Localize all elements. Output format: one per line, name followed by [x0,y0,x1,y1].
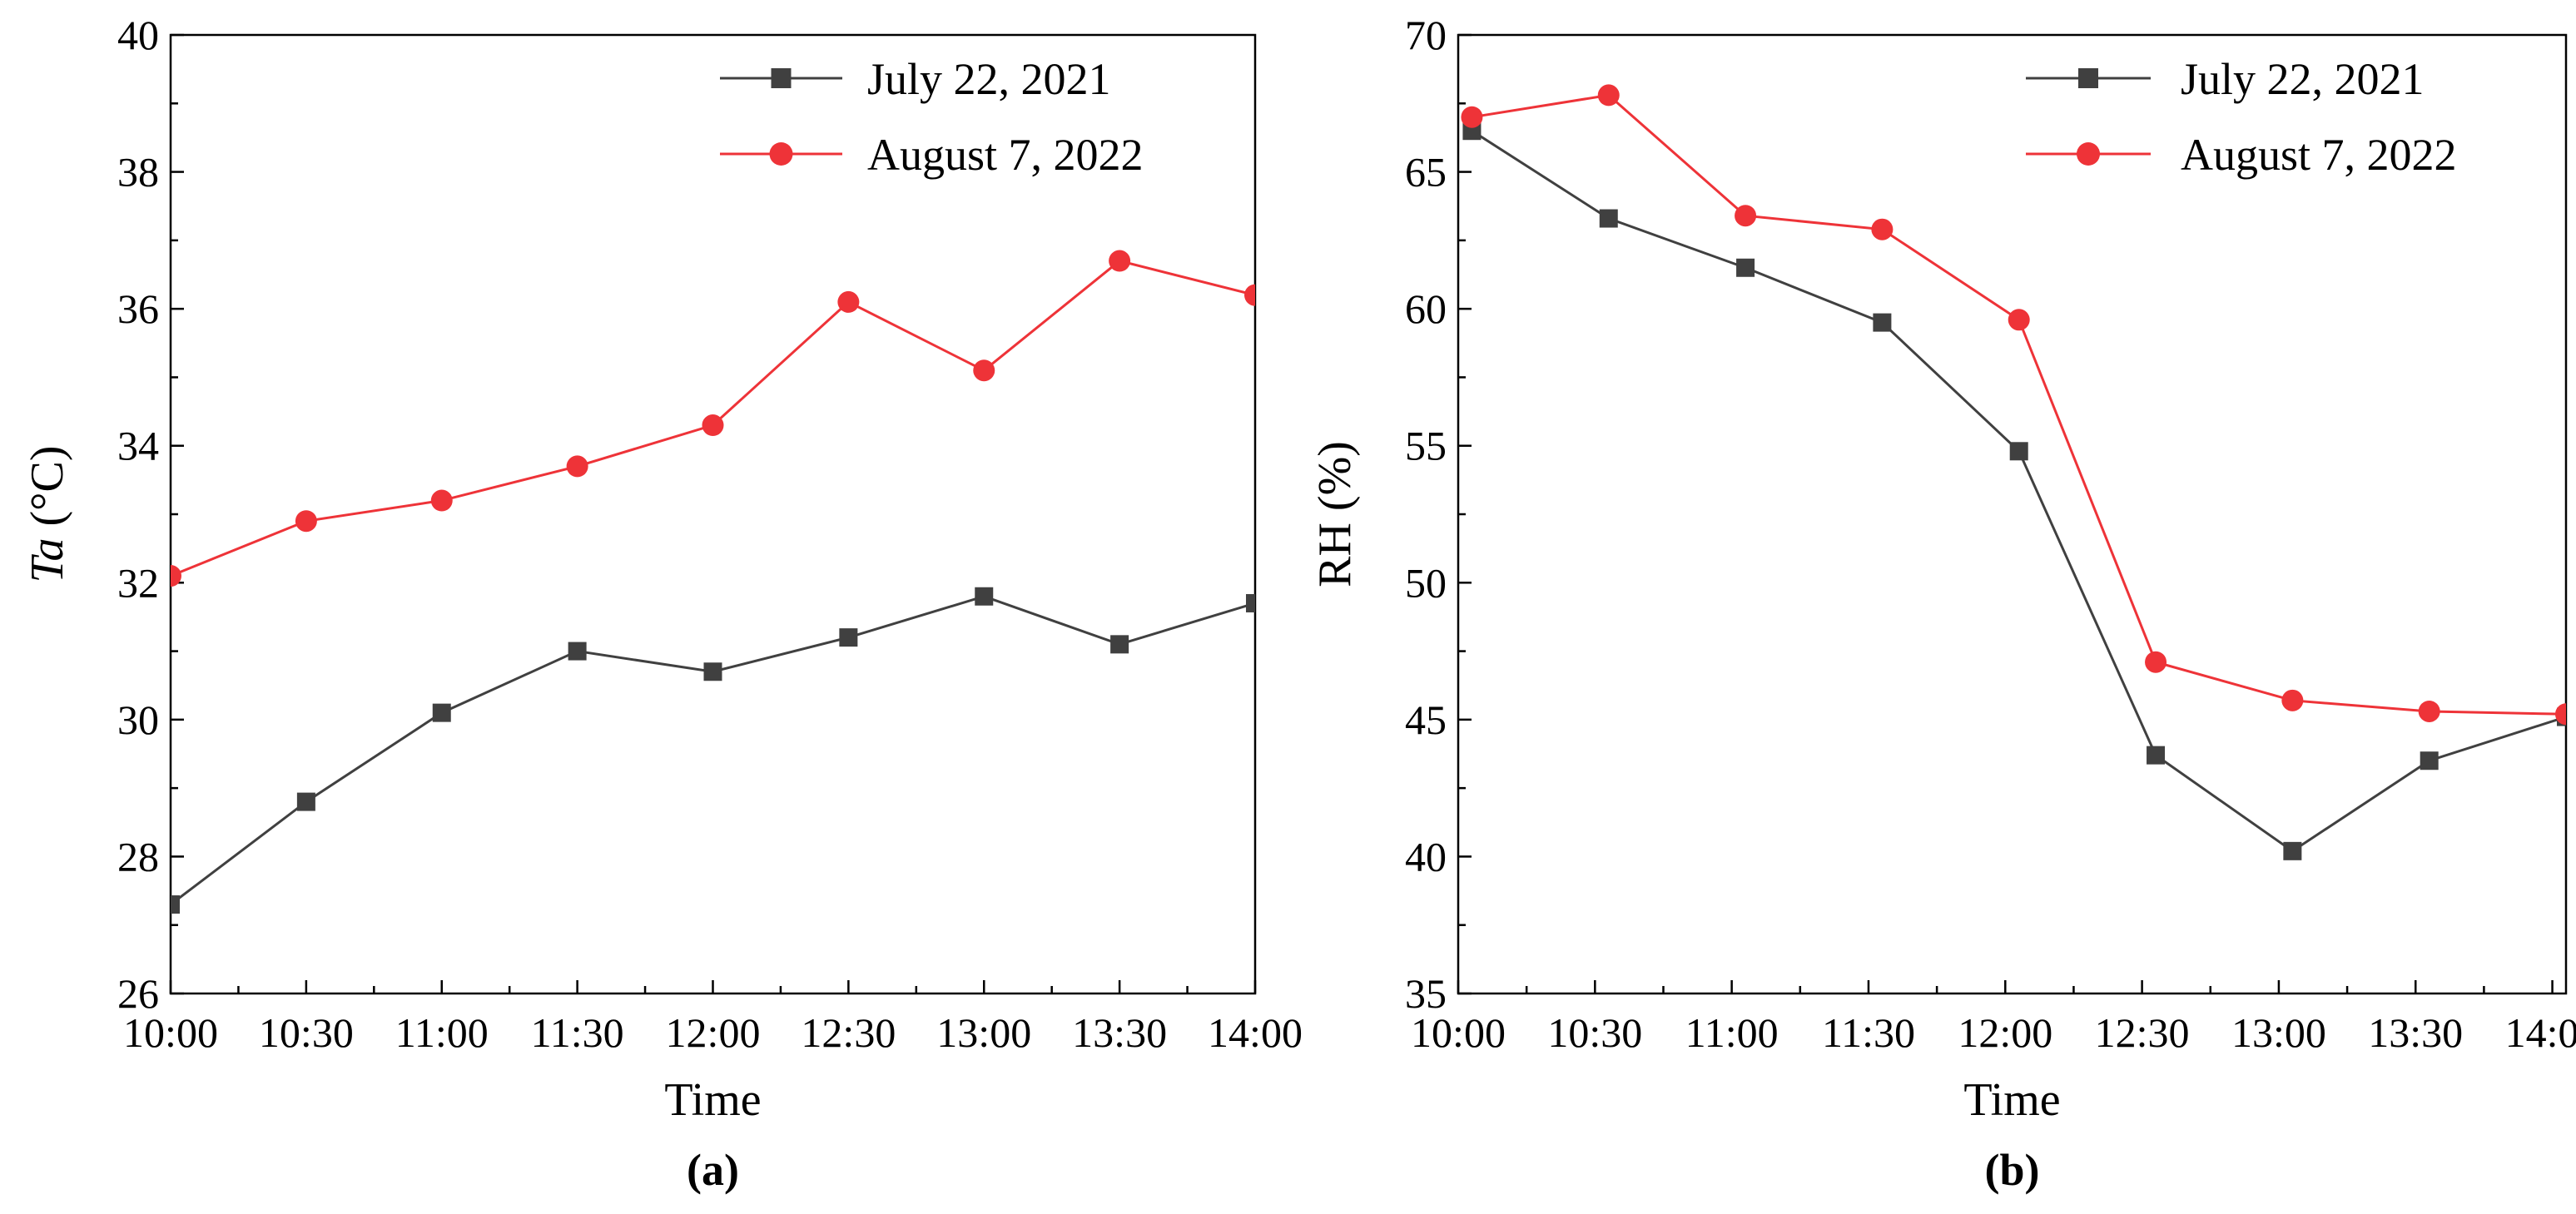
x-tick-label: 11:30 [531,1009,624,1056]
legend-marker-july-2021 [771,68,792,88]
y-axis-title: RH (%) [1309,441,1361,587]
panel-label: (a) [687,1145,739,1195]
legend: July 22, 2021 August 7, 2022 [720,54,1144,180]
y-tick-label: 36 [117,285,159,332]
data-point-august-2022 [1597,84,1620,107]
x-axis-title: Time [664,1074,761,1126]
x-tick-label: 11:00 [395,1009,489,1056]
data-point-july-2021 [2283,841,2302,860]
data-point-august-2022 [430,489,453,512]
data-point-july-2021 [1736,258,1755,277]
data-point-july-2021 [568,642,587,661]
legend-label-august-2022: August 7, 2022 [2181,130,2457,180]
y-axis-title: Ta (°C) [22,445,73,582]
x-tick-label: 13:30 [2368,1009,2463,1056]
data-point-july-2021 [2009,442,2028,461]
data-point-august-2022 [837,290,860,313]
x-tick-label: 11:00 [1685,1009,1779,1056]
data-point-july-2021 [171,895,180,914]
data-point-august-2022 [566,455,588,478]
data-layer [1461,84,2566,860]
legend-label-august-2022: August 7, 2022 [867,130,1144,180]
legend: July 22, 2021 August 7, 2022 [2026,54,2457,180]
y-tick-label: 65 [1405,149,1447,196]
y-axis-title-symbol: Ta [22,538,73,583]
data-point-august-2022 [973,359,995,382]
chart-panel-b: 35 40 45 50 55 60 65 70 10:00 10:30 11:00 11:30 12:0… [1309,12,2576,1195]
y-tick-label: 40 [1405,833,1447,880]
data-point-august-2022 [2008,309,2030,331]
x-tick-label: 10:00 [123,1009,218,1056]
chart-panel-a: 26 28 30 32 34 36 38 40 10:00 10:30 11:00 11:30 12:0… [22,12,1303,1195]
x-tick-label: 12:30 [801,1009,896,1056]
x-axis-title: Time [1963,1074,2060,1126]
x-tick-label: 13:00 [936,1009,1031,1056]
x-tick-label: 10:00 [1411,1009,1506,1056]
legend-marker-july-2021 [2078,68,2098,88]
y-tick-label: 50 [1405,559,1447,606]
data-point-august-2022 [171,565,181,587]
series-line-august-2022 [1472,93,2566,716]
x-tick-label: 12:30 [2095,1009,2190,1056]
data-point-august-2022 [2418,700,2440,722]
data-point-july-2021 [1873,313,1892,332]
data-point-august-2022 [2281,689,2304,711]
x-tick-label: 11:30 [1822,1009,1915,1056]
x-tick-label: 13:30 [1072,1009,1167,1056]
y-axis-title-unit: (°C) [22,445,73,538]
legend-marker-august-2022 [769,142,793,166]
data-point-july-2021 [1246,593,1255,612]
data-point-july-2021 [975,587,994,606]
legend-label-july-2021: July 22, 2021 [867,54,1111,104]
data-point-august-2022 [2145,651,2167,673]
x-tick-label: 14:00 [1208,1009,1303,1056]
legend-label-july-2021: July 22, 2021 [2181,54,2425,104]
data-point-august-2022 [1461,106,1483,128]
data-point-august-2022 [702,414,724,437]
data-point-july-2021 [2147,746,2166,765]
y-tick-label: 45 [1405,696,1447,743]
series-line-july-2021 [1471,129,2566,853]
data-point-august-2022 [295,510,317,533]
panel-label: (b) [1985,1145,2040,1195]
y-tick-label: 26 [117,970,159,1017]
x-tick-label: 14:00 [2505,1009,2576,1056]
data-point-july-2021 [1599,209,1618,228]
y-tick-label: 28 [117,833,159,880]
data-point-july-2021 [703,662,722,681]
x-tick-label: 10:30 [1547,1009,1642,1056]
data-layer [171,250,1255,914]
y-tick-label: 34 [117,423,159,469]
data-point-august-2022 [1109,250,1131,272]
y-tick-label: 35 [1405,970,1447,1017]
y-tick-label: 32 [117,559,159,606]
y-tick-label: 40 [117,12,159,58]
data-point-august-2022 [1244,284,1255,306]
series-line-july-2021 [171,595,1255,906]
x-tick-label: 12:00 [666,1009,761,1056]
y-tick-label: 60 [1405,285,1447,332]
data-point-july-2021 [2420,751,2439,771]
data-point-july-2021 [839,628,858,647]
y-tick-label: 70 [1405,12,1447,58]
x-tick-label: 10:30 [259,1009,354,1056]
data-point-august-2022 [1871,218,1894,240]
data-point-july-2021 [1110,635,1129,654]
data-point-august-2022 [2555,703,2566,726]
x-tick-label: 12:00 [1958,1009,2052,1056]
data-point-july-2021 [432,703,451,722]
y-tick-label: 38 [117,149,159,196]
data-point-august-2022 [1735,205,1757,227]
y-tick-label: 30 [117,696,159,743]
legend-marker-august-2022 [2077,142,2100,166]
x-tick-label: 13:00 [2231,1009,2326,1056]
y-tick-label: 55 [1405,423,1447,469]
data-point-july-2021 [296,792,315,811]
